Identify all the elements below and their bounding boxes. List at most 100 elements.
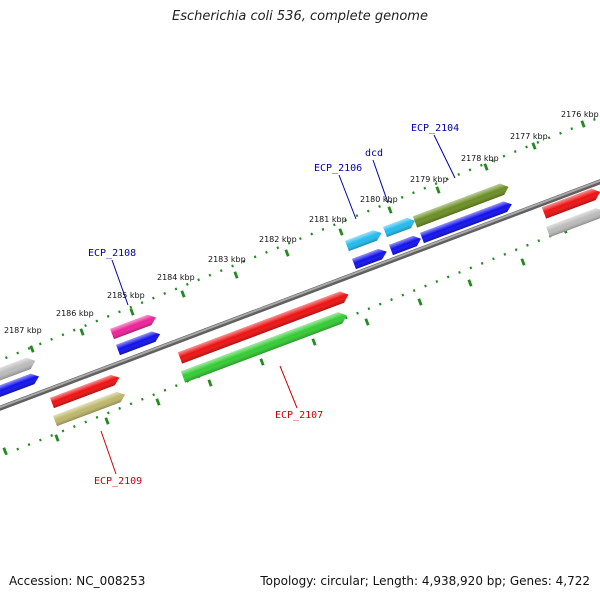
gene-dcd-shading (383, 217, 415, 238)
bottom-scale-minor-tick (118, 406, 122, 410)
bottom-scale-minor-tick (95, 415, 99, 419)
callout-line (279, 365, 298, 409)
tick-label: 2179 kbp (410, 175, 448, 184)
bottom-scale-minor-tick (140, 397, 144, 401)
bottom-scale-minor-tick (458, 270, 461, 274)
gene-ecp-2109 (53, 391, 126, 427)
top-scale-minor-tick (118, 310, 121, 314)
top-scale-minor-tick (265, 250, 268, 254)
top-scale-minor-tick (423, 186, 427, 190)
top-scale-minor-tick (38, 342, 42, 346)
tick-labels: 2176 kbp 2177 kbp 2178 kbp 2179 kbp 2180 kbp… (4, 110, 599, 335)
top-scale-minor-tick (276, 246, 280, 250)
callout-line (111, 259, 129, 306)
top-scale-major-tick (29, 345, 35, 353)
bottom-scale-major-tick (417, 298, 423, 306)
top-scale-minor-tick (299, 237, 302, 241)
gene-ecp-2109-upper-shading (50, 374, 120, 409)
bottom-scale-major-tick (104, 417, 110, 425)
callout-line (433, 134, 456, 179)
gene-dcd (383, 217, 415, 238)
top-scale-minor-tick (129, 305, 133, 309)
bottom-scale-major-tick (54, 434, 60, 442)
top-scale-minor-tick (106, 314, 110, 318)
bottom-scale-minor-tick (356, 311, 359, 315)
gene-ecp-2106-shading (345, 230, 382, 252)
top-scale-minor-tick (457, 172, 461, 176)
gene-blue-far-left (0, 373, 39, 399)
bottom-scale-major-tick (155, 398, 161, 406)
bottom-scale-minor-tick (61, 429, 65, 433)
bottom-scale-minor-tick (152, 393, 156, 397)
top-scale-minor-tick (536, 140, 540, 144)
bottom-scale-minor-tick (412, 289, 416, 293)
gene-label: ECP_2104 (411, 123, 459, 134)
bottom-scale-major-tick (520, 258, 526, 266)
gene-ecp-2106 (345, 230, 382, 252)
top-scale-minor-tick (389, 200, 393, 204)
bottom-scale-major-tick (364, 318, 370, 326)
gene-blue-right (420, 201, 512, 244)
gene-label: dcd (365, 148, 383, 159)
tick-label: 2182 kbp (259, 235, 297, 244)
genome-summary-text: Topology: circular; Length: 4,938,920 bp… (260, 574, 590, 588)
top-scale-minor-tick (502, 154, 506, 158)
callout-line (100, 430, 117, 475)
top-scale-minor-tick (231, 264, 234, 268)
gene-ecp-2108-shading (110, 314, 156, 340)
top-scale-minor-tick (152, 296, 155, 300)
top-scale-minor-tick (559, 131, 562, 135)
top-scale-major-tick (284, 249, 290, 257)
top-scale-minor-tick (468, 168, 472, 172)
bottom-scale-minor-tick (27, 443, 31, 447)
bottom-scale-minor-tick (480, 261, 484, 265)
top-scale-major-tick (180, 290, 186, 298)
top-scale-minor-tick (479, 163, 483, 167)
bottom-scale-minor-tick (39, 438, 42, 442)
top-scale-major-tick (531, 142, 537, 150)
bottom-scale-minor-tick (174, 384, 178, 388)
top-scale-minor-tick (95, 319, 99, 323)
gene-blue-left-shading (116, 331, 161, 356)
top-scale-minor-tick (332, 223, 336, 227)
top-scale-minor-tick (570, 127, 574, 131)
top-scale-major-tick (79, 328, 85, 336)
top-scale-major-tick (338, 228, 344, 236)
top-scale-minor-tick (208, 273, 212, 277)
top-scale-major-tick (233, 271, 239, 279)
top-scale-minor-tick (174, 287, 178, 291)
bottom-scale-minor-tick (503, 252, 507, 256)
top-scale-minor-tick (321, 227, 325, 231)
top-scale-minor-tick (366, 209, 370, 213)
bottom-scale-minor-tick (514, 248, 518, 252)
map-title: Escherichia coli 536, complete genome (172, 9, 428, 24)
gene-left-gray-shading (0, 357, 36, 382)
top-scale-minor-tick (27, 346, 31, 350)
bottom-scale-minor-tick (73, 424, 76, 428)
bottom-scale-major-tick (2, 447, 8, 455)
gene-ecp-2109-upper (50, 374, 120, 409)
bottom-scale-minor-tick (424, 284, 427, 288)
bottom-scale-major-tick (311, 338, 317, 346)
gene-label: ECP_2107 (275, 410, 323, 421)
top-scale-minor-tick (197, 278, 200, 282)
gene-label: ECP_2106 (314, 163, 362, 174)
callout-line (372, 159, 389, 204)
tick-label: 2186 kbp (56, 309, 94, 318)
callout-line (338, 174, 357, 220)
scale-track-top (5, 118, 596, 360)
tick-label: 2181 kbp (309, 215, 347, 224)
gene-label: ECP_2108 (88, 248, 136, 259)
top-scale-minor-tick (5, 356, 8, 360)
top-scale-minor-tick (547, 136, 551, 140)
gene-right-gray-shading (546, 208, 600, 238)
gene-ecp-2109-shading (53, 391, 126, 427)
top-scale-minor-tick (219, 269, 223, 273)
top-scale-minor-tick (242, 259, 246, 263)
top-scale-minor-tick (525, 145, 528, 149)
gene-ecp-2104-shading (412, 183, 509, 228)
gene-features (0, 183, 600, 427)
bottom-scale-minor-tick (16, 447, 20, 451)
